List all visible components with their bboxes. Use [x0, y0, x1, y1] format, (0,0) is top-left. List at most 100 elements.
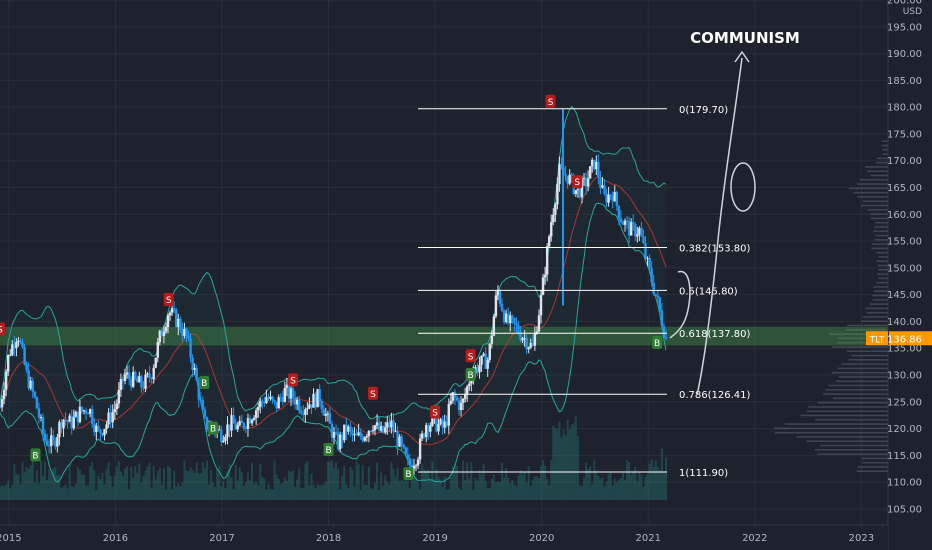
volume-bar: [554, 428, 557, 500]
candle-body: [586, 178, 590, 187]
volume-bar: [605, 481, 608, 500]
volume-bar: [46, 480, 49, 500]
candle-body: [136, 378, 139, 383]
candle-body: [172, 308, 176, 310]
volume-bar: [371, 489, 374, 500]
last-price-tag: [889, 331, 932, 346]
fib-level-label: 0.786(126.41): [679, 390, 751, 401]
volume-profile-bar: [867, 170, 888, 173]
candle-body: [611, 196, 614, 202]
volume-bar: [654, 460, 657, 500]
candle-body: [591, 159, 594, 167]
volume-bar: [199, 473, 202, 500]
volume-bar: [343, 465, 346, 500]
candle-body: [642, 236, 645, 243]
sell-signal: S: [163, 293, 174, 306]
volume-bar: [283, 477, 286, 500]
volume-bar: [662, 471, 665, 500]
volume-bar: [660, 448, 663, 500]
volume-profile-bar: [862, 200, 888, 203]
volume-bar: [253, 484, 256, 500]
volume-bar: [630, 474, 633, 500]
candle-body: [21, 342, 24, 347]
volume-bar: [642, 486, 645, 500]
candle-body: [295, 399, 299, 405]
volume-bar: [324, 481, 327, 500]
candle-body: [627, 220, 631, 236]
candle-body: [617, 205, 621, 219]
candle-body: [232, 415, 235, 424]
volume-bar: [210, 470, 213, 500]
candle-body: [80, 406, 84, 412]
volume-bar: [226, 471, 229, 500]
candle-body: [394, 431, 397, 433]
symbol-tag: [866, 331, 888, 346]
candle-body: [351, 430, 354, 435]
volume-bar: [652, 467, 655, 500]
volume-bar: [517, 475, 520, 500]
volume-bar: [548, 485, 551, 500]
candle-body: [199, 399, 203, 401]
volume-bar: [89, 466, 92, 500]
volume-bar: [470, 461, 473, 500]
volume-bar: [525, 482, 528, 500]
volume-bar: [466, 462, 469, 500]
candle-body: [91, 409, 94, 425]
volume-bar: [572, 423, 575, 500]
volume-bar: [97, 475, 100, 500]
volume-profile-bar: [837, 341, 888, 344]
candle-body: [478, 364, 481, 373]
volume-bar: [658, 470, 661, 500]
volume-bar: [515, 486, 518, 500]
volume-bar: [87, 484, 90, 500]
candle-body: [95, 425, 98, 433]
candle-body: [52, 435, 55, 441]
candle-body: [27, 370, 30, 389]
volume-bar: [533, 476, 536, 500]
candle-body: [603, 185, 606, 194]
volume-bar: [224, 488, 227, 500]
candle-body: [302, 413, 305, 415]
volume-bar: [42, 475, 45, 500]
signal-label: B: [201, 379, 207, 389]
price-tick-label: 105.00: [887, 504, 922, 515]
volume-bar: [494, 482, 497, 500]
volume-bar: [361, 464, 364, 500]
candle-body: [353, 434, 356, 436]
volume-bar: [580, 486, 583, 500]
volume-bar: [349, 466, 352, 500]
volume-bar: [404, 475, 407, 500]
volume-bar: [410, 469, 413, 500]
candle-body: [254, 410, 258, 418]
signal-label: S: [290, 376, 296, 386]
candle-body: [78, 406, 82, 423]
candle-body: [76, 411, 80, 423]
candle-body: [404, 447, 407, 455]
candle-body: [371, 430, 375, 432]
candle-body: [377, 422, 381, 431]
volume-profile-bar: [784, 423, 888, 425]
volume-profile-bar: [828, 333, 888, 335]
volume-bar: [322, 484, 325, 500]
volume-profile-bar: [873, 230, 888, 233]
candle-body: [279, 397, 282, 399]
candle-body: [496, 291, 500, 296]
candle-body: [269, 396, 272, 399]
candle-body: [437, 423, 440, 432]
volume-bar: [351, 470, 354, 500]
volume-bar: [398, 480, 401, 500]
volume-profile-bar: [874, 226, 888, 228]
volume-bar: [255, 481, 258, 500]
candle-body: [480, 355, 483, 365]
candle-body: [234, 423, 237, 430]
candle-body: [146, 373, 149, 375]
volume-bar: [392, 468, 395, 500]
volume-bar: [56, 475, 59, 500]
candle-body: [486, 359, 489, 369]
candle-body: [162, 331, 166, 337]
candle-body: [402, 444, 405, 448]
candle-body: [554, 204, 557, 215]
candle-body: [166, 315, 170, 328]
volume-bar: [355, 460, 358, 500]
